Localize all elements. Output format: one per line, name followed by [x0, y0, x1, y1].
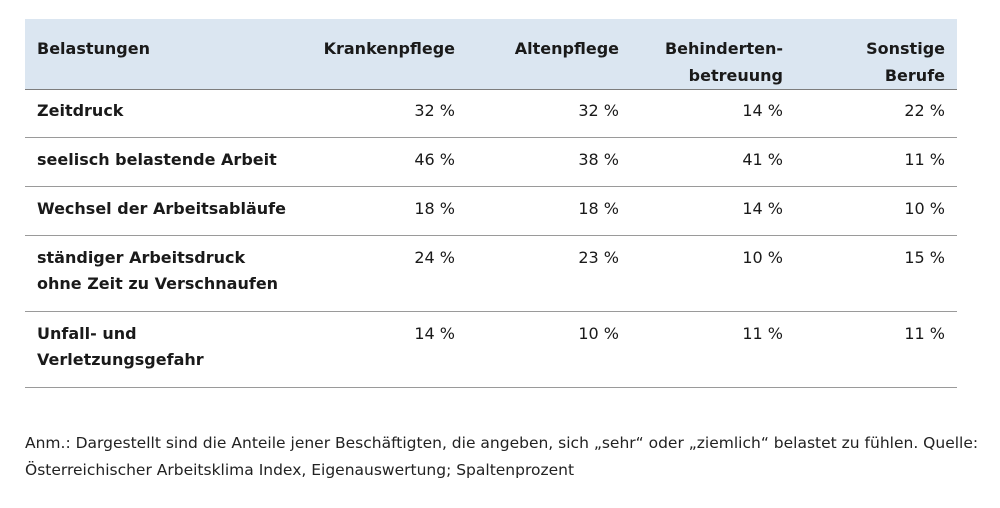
- table-row: Unfall- und Verletzungsgefahr 14 % 10 % …: [25, 311, 957, 388]
- burden-table-container: Belastungen Krankenpflege Altenpflege Be…: [25, 19, 957, 388]
- cell-value: 32 %: [309, 89, 467, 138]
- cell-value: 11 %: [631, 311, 795, 388]
- cell-value: 10 %: [795, 186, 957, 236]
- table-row: Wechsel der Arbeitsabläufe 18 % 18 % 14 …: [25, 186, 957, 236]
- table-row: Zeitdruck 32 % 32 % 14 % 22 %: [25, 89, 957, 138]
- burden-table: Belastungen Krankenpflege Altenpflege Be…: [25, 19, 957, 388]
- cell-value: 41 %: [631, 137, 795, 187]
- cell-value: 38 %: [467, 137, 631, 187]
- header-belastungen: Belastungen: [25, 19, 309, 90]
- row-label: Zeitdruck: [25, 89, 309, 138]
- table-row: ständiger Arbeitsdruck ohne Zeit zu Vers…: [25, 235, 957, 312]
- cell-value: 15 %: [795, 235, 957, 312]
- cell-value: 11 %: [795, 137, 957, 187]
- header-sonstige-berufe: Sonstige Berufe: [795, 19, 957, 90]
- row-label: Unfall- und Verletzungsgefahr: [25, 311, 309, 388]
- cell-value: 18 %: [467, 186, 631, 236]
- cell-value: 14 %: [309, 311, 467, 388]
- header-altenpflege: Altenpflege: [467, 19, 631, 90]
- cell-value: 24 %: [309, 235, 467, 312]
- cell-value: 10 %: [631, 235, 795, 312]
- cell-value: 18 %: [309, 186, 467, 236]
- cell-value: 11 %: [795, 311, 957, 388]
- cell-value: 14 %: [631, 186, 795, 236]
- cell-value: 32 %: [467, 89, 631, 138]
- header-behindertenbetreuung: Behinderten- betreuung: [631, 19, 795, 90]
- cell-value: 46 %: [309, 137, 467, 187]
- table-row: seelisch belastende Arbeit 46 % 38 % 41 …: [25, 137, 957, 187]
- table-footnote: Anm.: Dargestellt sind die Anteile jener…: [25, 434, 979, 479]
- cell-value: 22 %: [795, 89, 957, 138]
- cell-value: 10 %: [467, 311, 631, 388]
- row-label: seelisch belastende Arbeit: [25, 137, 309, 187]
- header-krankenpflege: Krankenpflege: [309, 19, 467, 90]
- cell-value: 14 %: [631, 89, 795, 138]
- table-header-row: Belastungen Krankenpflege Altenpflege Be…: [25, 19, 957, 90]
- cell-value: 23 %: [467, 235, 631, 312]
- row-label: Wechsel der Arbeitsabläufe: [25, 186, 309, 236]
- row-label: ständiger Arbeitsdruck ohne Zeit zu Vers…: [25, 235, 309, 312]
